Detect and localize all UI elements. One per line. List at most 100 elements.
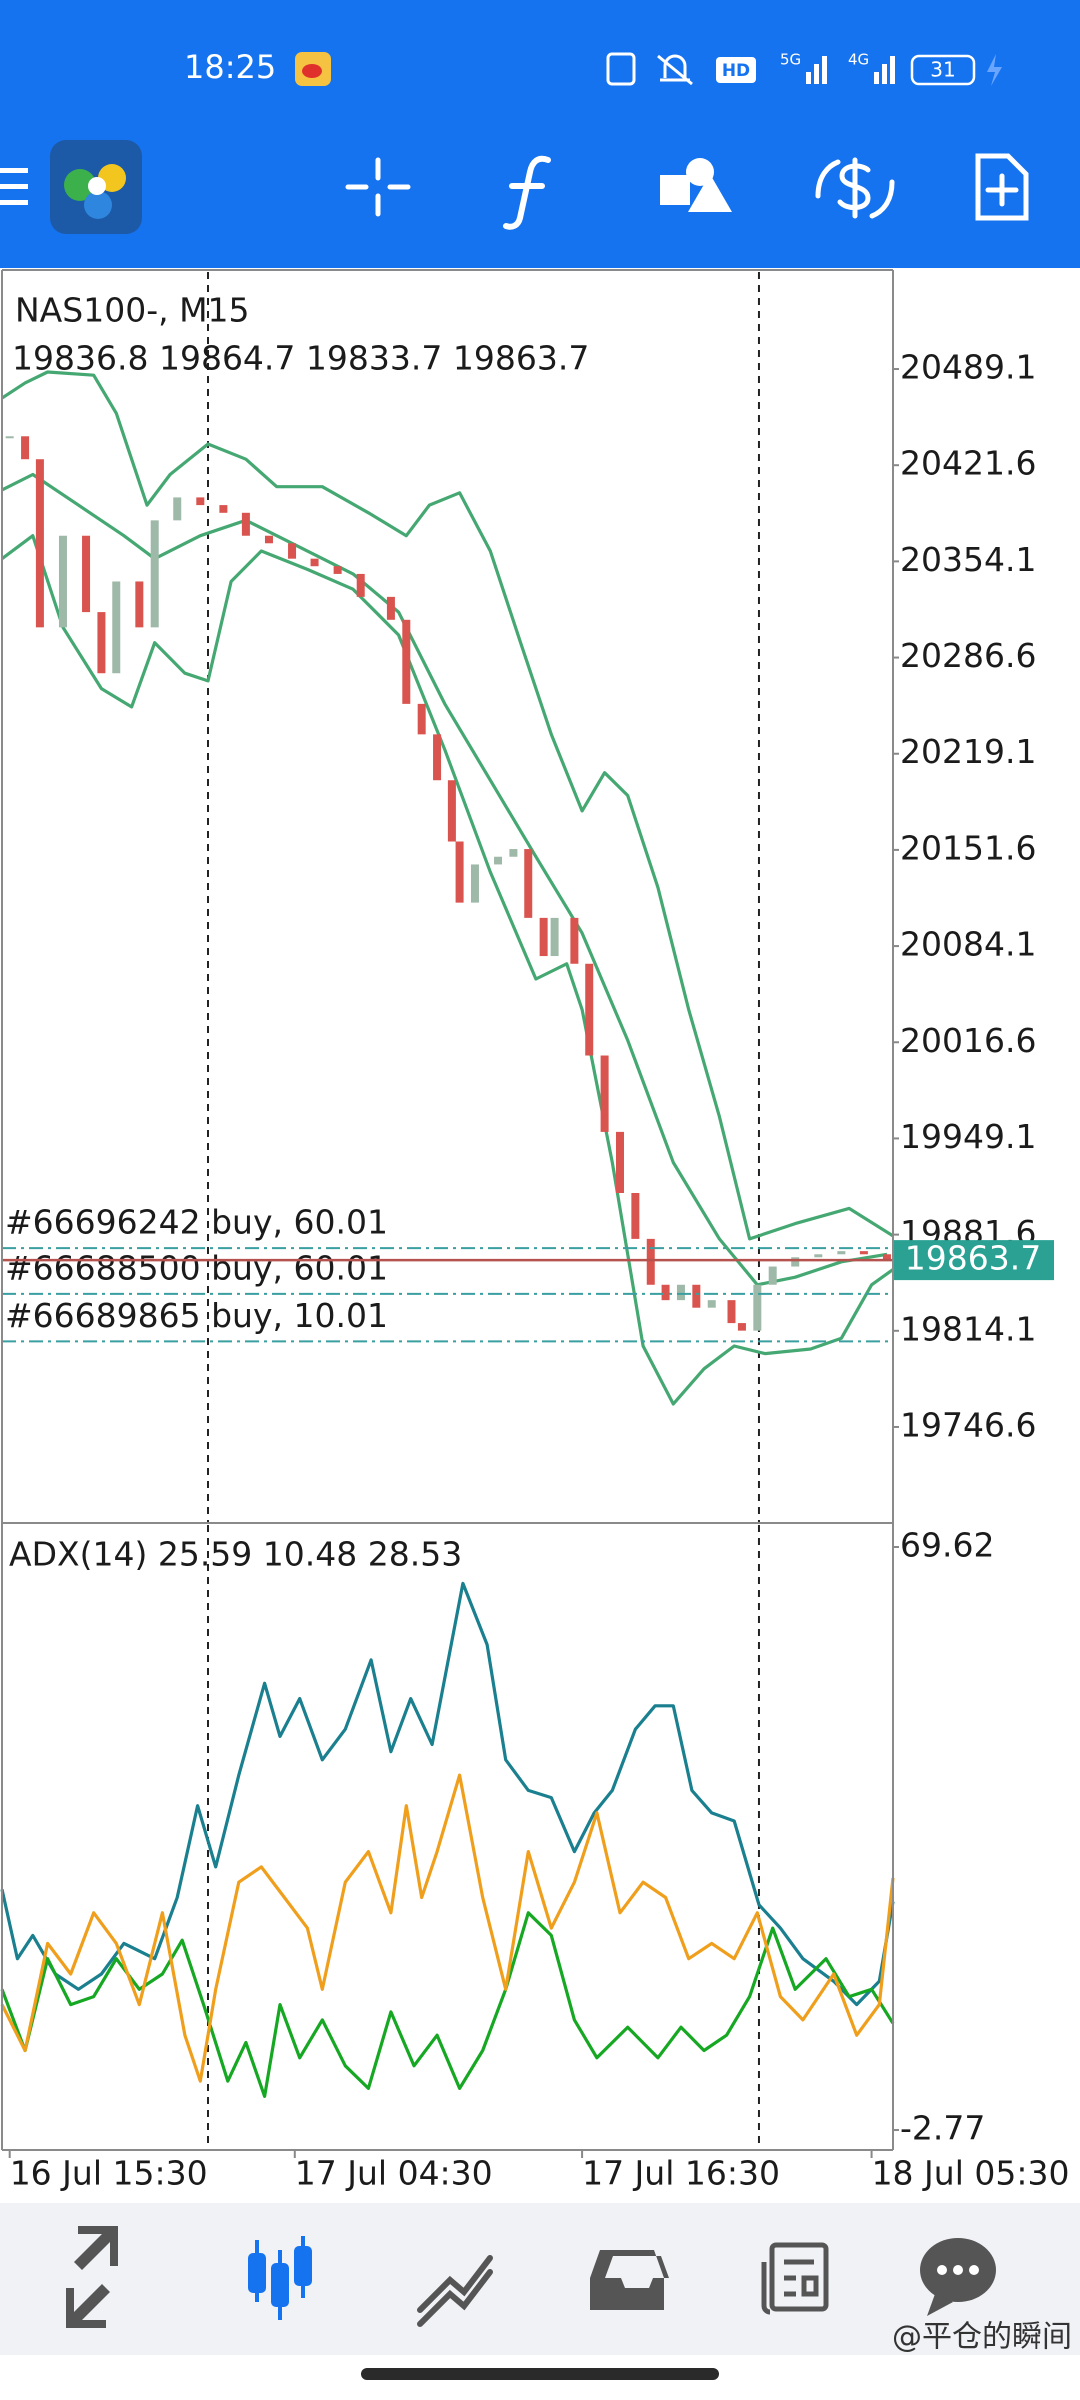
- chart-tab[interactable]: [248, 2236, 312, 2320]
- y-tick-label: 69.62: [900, 1525, 994, 1564]
- news-tab[interactable]: [761, 2242, 829, 2315]
- watermark: @平仓的瞬间: [892, 2320, 1072, 2355]
- battery: [910, 54, 976, 86]
- y-tick-label: 19814.1: [900, 1309, 1036, 1348]
- candle: [737, 1323, 746, 1331]
- candle: [196, 497, 205, 506]
- app-logo[interactable]: [50, 140, 142, 234]
- y-tick-label: 19949.1: [900, 1117, 1036, 1156]
- candle: [173, 497, 182, 521]
- indicator-line: [0, 1581, 895, 2007]
- y-tick-label: 20286.6: [900, 636, 1036, 675]
- y-tick-label: 20421.6: [900, 444, 1036, 483]
- candle: [509, 849, 518, 857]
- candle: [600, 1055, 609, 1132]
- candle: [264, 535, 273, 544]
- objects-button[interactable]: [660, 158, 732, 212]
- hd-label: HD: [722, 61, 750, 81]
- y-tick-label: 20489.1: [900, 348, 1036, 387]
- indicators-button[interactable]: [503, 155, 551, 230]
- y-tick-label: -2.77: [900, 2109, 985, 2148]
- candle: [615, 1131, 624, 1194]
- plot: 20489.1 20421.6 20354.1 20286.6 20219.1 20151…: [0, 272, 1070, 2193]
- y-tick-label: 20219.1: [900, 732, 1036, 771]
- candle: [570, 917, 579, 964]
- indicator-title: ADX(14) 25.59 10.48 28.53: [9, 1535, 462, 1574]
- charging-icon: [987, 54, 1002, 86]
- order-label: #66688500 buy, 60.01: [5, 1248, 388, 1287]
- candle: [524, 849, 533, 918]
- y-tick-label: 20354.1: [900, 540, 1036, 579]
- bottom-nav: [0, 2203, 1080, 2355]
- app-bar: [0, 0, 1080, 268]
- net-label: 5G: [780, 51, 801, 69]
- candle: [5, 436, 14, 439]
- hd-badge: [716, 57, 756, 83]
- battery-level: 31: [930, 58, 955, 82]
- candle: [646, 1238, 655, 1285]
- candle: [402, 619, 411, 704]
- crosshair-button[interactable]: [345, 157, 411, 217]
- candle: [433, 734, 442, 781]
- y-tick-label: 20016.6: [900, 1021, 1036, 1060]
- quotes-tab[interactable]: [66, 2226, 118, 2328]
- candle: [727, 1300, 736, 1324]
- candle: [150, 520, 159, 628]
- candle: [455, 841, 464, 903]
- gesture-bar: [361, 2368, 719, 2380]
- order-label: #66696242 buy, 60.01: [5, 1203, 388, 1242]
- candle: [21, 436, 30, 460]
- chat-tab[interactable]: [920, 2238, 996, 2316]
- bollinger-band: [1, 370, 894, 1241]
- candle: [631, 1193, 640, 1239]
- candle: [219, 505, 228, 513]
- candle: [58, 535, 67, 628]
- candle: [539, 917, 548, 957]
- indicator-line: [0, 1911, 895, 2098]
- y-tick-label: 19746.6: [900, 1405, 1036, 1444]
- candle: [112, 581, 121, 674]
- current-price-label: 19863.7: [905, 1239, 1041, 1278]
- candle: [768, 1266, 777, 1285]
- y-tick-label: 20151.6: [900, 828, 1036, 867]
- candle: [310, 558, 319, 567]
- candle: [470, 864, 479, 903]
- candle: [447, 780, 456, 842]
- signal-2: [874, 56, 895, 84]
- chart-frame: [1, 269, 894, 2151]
- candle: [814, 1254, 823, 1258]
- trade-button[interactable]: [815, 157, 895, 219]
- menu-button[interactable]: [0, 168, 28, 205]
- y-tick-label: 20084.1: [900, 925, 1036, 964]
- x-tick-label: 18 Jul 05:30: [872, 2154, 1070, 2193]
- x-tick-label: 17 Jul 16:30: [582, 2154, 780, 2193]
- candle: [417, 703, 426, 735]
- trade-tab[interactable]: [417, 2255, 493, 2327]
- order-label: #66689865 buy, 10.01: [5, 1296, 388, 1335]
- x-tick-label: 16 Jul 15:30: [10, 2154, 208, 2193]
- status-time: 18:25: [184, 48, 276, 86]
- candle: [791, 1257, 800, 1267]
- candle: [661, 1284, 670, 1301]
- candle: [550, 917, 559, 957]
- candle: [882, 1254, 891, 1261]
- candle: [676, 1284, 685, 1301]
- chart-title: NAS100-, M15: [15, 291, 250, 330]
- candle: [386, 596, 395, 620]
- candle: [707, 1300, 716, 1308]
- history-tab[interactable]: [590, 2250, 669, 2310]
- candle: [585, 963, 594, 1056]
- new-order-button[interactable]: [975, 153, 1029, 221]
- candle: [135, 581, 144, 628]
- weibo-icon: [295, 52, 331, 86]
- x-tick-label: 17 Jul 04:30: [295, 2154, 493, 2193]
- ohlc-label: 19836.8 19864.7 19833.7 19863.7: [12, 339, 589, 378]
- signal-1: [806, 56, 827, 84]
- bollinger-band: [1, 472, 888, 1287]
- candle: [859, 1251, 868, 1255]
- candle: [35, 459, 44, 628]
- candle: [692, 1284, 701, 1308]
- candle: [241, 512, 250, 536]
- net-label: 4G: [848, 51, 869, 69]
- candle: [82, 535, 91, 613]
